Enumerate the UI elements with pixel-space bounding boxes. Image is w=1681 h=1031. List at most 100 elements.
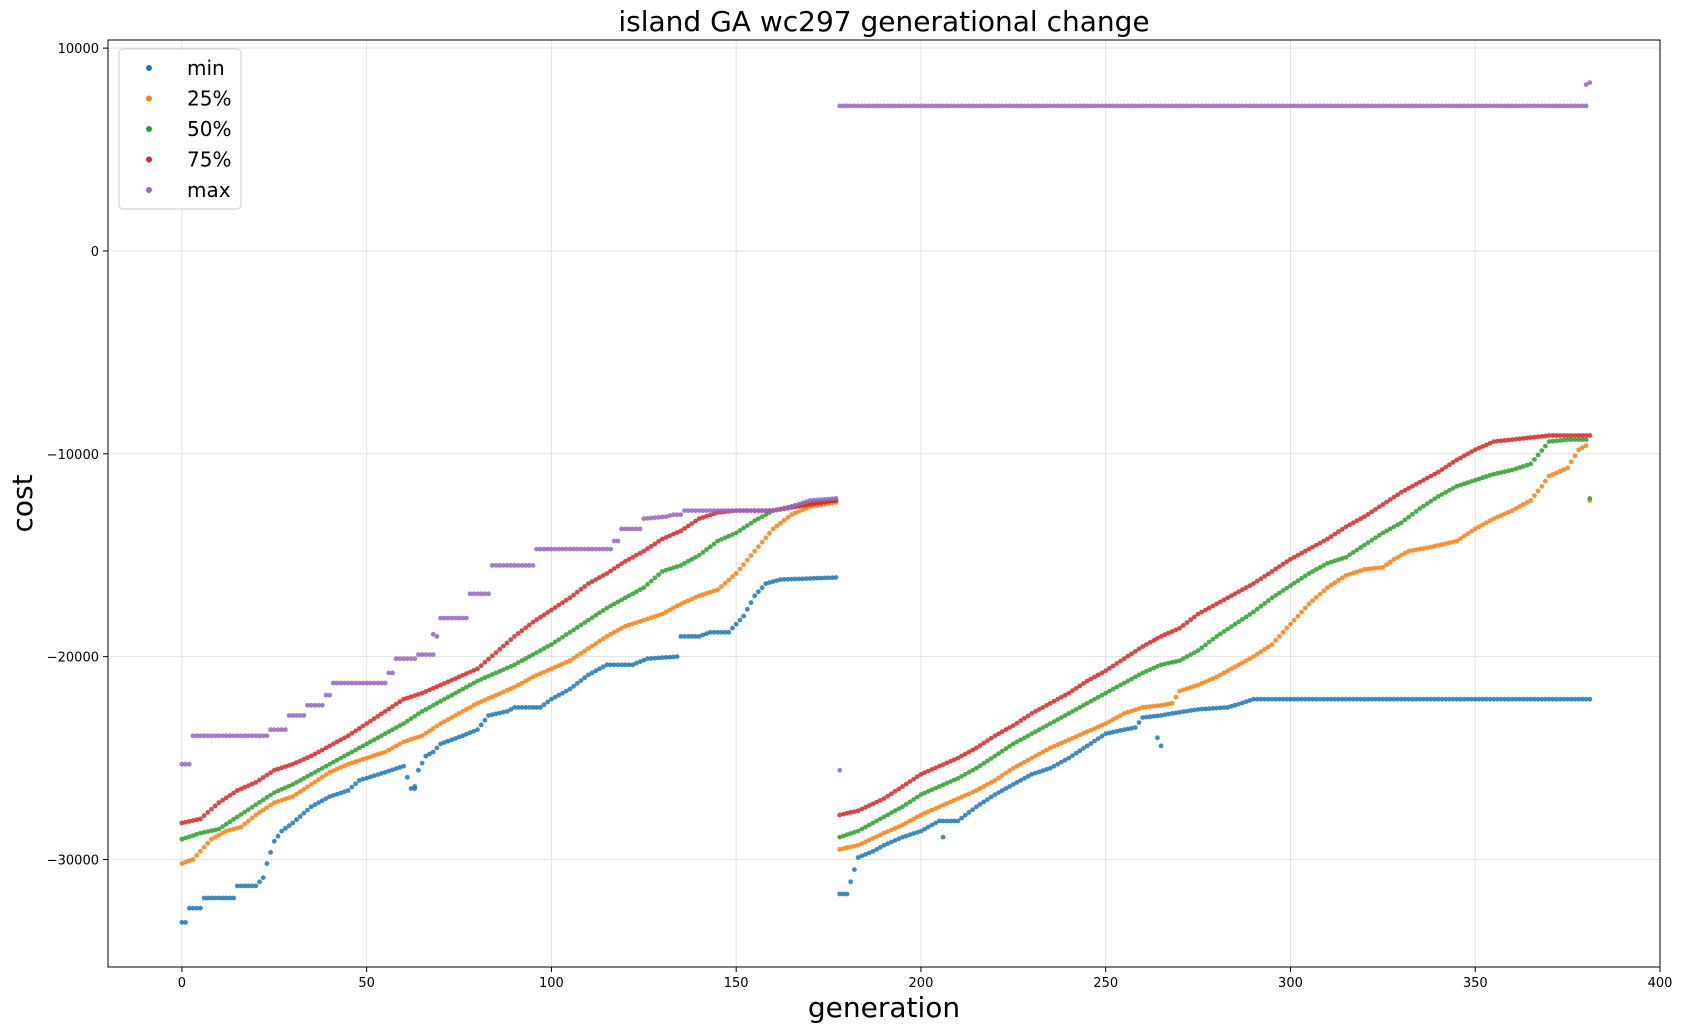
data-point [940,762,946,767]
data-point [249,815,255,821]
data-point [316,777,321,782]
data-point [1580,696,1585,702]
data-point [1450,103,1456,109]
x-tick-label: 350 [1463,976,1488,991]
data-point [493,650,499,655]
data-point [759,539,765,545]
data-point [1288,556,1293,562]
data-point [301,756,307,762]
data-point [1188,685,1194,690]
data-point [1022,735,1027,741]
data-point [852,843,857,849]
data-point [881,830,887,836]
data-point [412,656,418,662]
data-point [1376,565,1382,571]
data-point [471,668,477,673]
data-point [844,891,850,897]
data-point [626,556,632,562]
data-point [423,730,429,736]
data-point [1265,598,1271,604]
data-point [1387,559,1393,565]
data-point [556,663,562,668]
data-point [1343,696,1349,702]
data-point [744,557,750,563]
data-point [1070,688,1075,694]
data-point [512,563,517,568]
data-point [992,733,998,739]
data-point [951,818,957,824]
data-point [925,788,931,794]
data-point [1454,457,1460,463]
data-point [1387,696,1393,702]
data-point [1443,103,1449,109]
data-point [257,810,262,815]
data-point [1395,522,1400,528]
data-point [364,775,370,781]
data-point [1195,682,1201,688]
data-point [1236,701,1242,707]
data-point [334,791,340,797]
data-point [1158,662,1164,668]
data-point [316,800,321,806]
data-point [430,702,436,708]
data-point [1461,453,1467,459]
data-point [892,825,898,831]
data-point [903,820,909,826]
data-point [752,508,758,513]
data-point [1543,696,1548,702]
data-point [1587,433,1593,438]
data-point [441,740,447,745]
data-point [914,103,920,109]
data-point [1040,103,1046,109]
data-point [1572,453,1578,459]
data-point [386,706,392,712]
data-point [1184,686,1190,692]
data-point [1022,759,1027,765]
data-point [545,546,551,552]
data-point [859,853,865,859]
data-point [1269,103,1275,109]
data-point [940,802,946,808]
data-point [249,804,255,810]
data-point [1221,705,1227,710]
data-point [1435,543,1441,548]
data-point [401,739,406,745]
data-point [1321,563,1327,568]
data-point [1125,709,1131,715]
data-point [1073,685,1079,691]
data-point [556,692,562,698]
data-point [622,526,628,532]
data-point [955,103,961,109]
data-point [445,717,451,722]
data-point [678,634,684,639]
data-point [1506,468,1511,474]
data-point [1203,103,1208,109]
data-point [1243,585,1249,591]
data-point [1247,583,1253,589]
data-point [1258,649,1264,655]
data-point [430,652,436,657]
data-point [1402,550,1408,556]
data-point [1092,696,1097,702]
data-point [770,579,776,584]
data-point [375,713,381,719]
data-point [486,591,491,597]
data-point [696,508,702,513]
data-point [1406,548,1412,554]
data-point [552,605,558,610]
data-point [1295,696,1301,702]
data-point [962,793,968,798]
data-point [818,575,824,581]
data-point [453,713,458,718]
data-point [1073,103,1079,109]
data-point [1325,560,1330,566]
data-point [645,616,650,622]
data-point [1010,782,1016,787]
data-point [1217,672,1223,678]
data-point [1557,438,1563,443]
data-point [390,745,395,751]
data-point [567,686,573,692]
data-point [1450,459,1456,465]
data-point [1328,534,1334,539]
data-point [260,875,266,881]
